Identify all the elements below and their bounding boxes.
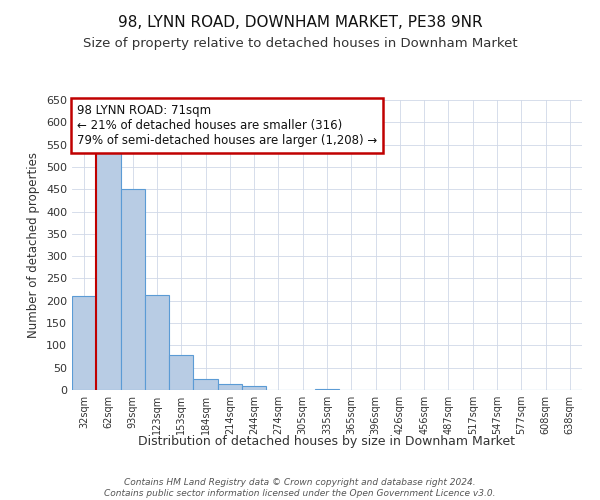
Bar	[96, 152, 121, 390]
Text: Distribution of detached houses by size in Downham Market: Distribution of detached houses by size …	[139, 435, 515, 448]
Text: Contains HM Land Registry data © Crown copyright and database right 2024.
Contai: Contains HM Land Registry data © Crown c…	[104, 478, 496, 498]
Bar	[72, 296, 96, 390]
Bar	[242, 386, 266, 390]
Text: 98 LYNN ROAD: 71sqm
← 21% of detached houses are smaller (316)
79% of semi-detac: 98 LYNN ROAD: 71sqm ← 21% of detached ho…	[77, 104, 377, 148]
Bar	[121, 189, 145, 390]
Bar	[218, 384, 242, 390]
Bar	[145, 295, 169, 390]
Bar	[193, 379, 218, 390]
Y-axis label: Number of detached properties: Number of detached properties	[28, 152, 40, 338]
Text: 98, LYNN ROAD, DOWNHAM MARKET, PE38 9NR: 98, LYNN ROAD, DOWNHAM MARKET, PE38 9NR	[118, 15, 482, 30]
Bar	[315, 388, 339, 390]
Text: Size of property relative to detached houses in Downham Market: Size of property relative to detached ho…	[83, 38, 517, 51]
Bar	[169, 355, 193, 390]
